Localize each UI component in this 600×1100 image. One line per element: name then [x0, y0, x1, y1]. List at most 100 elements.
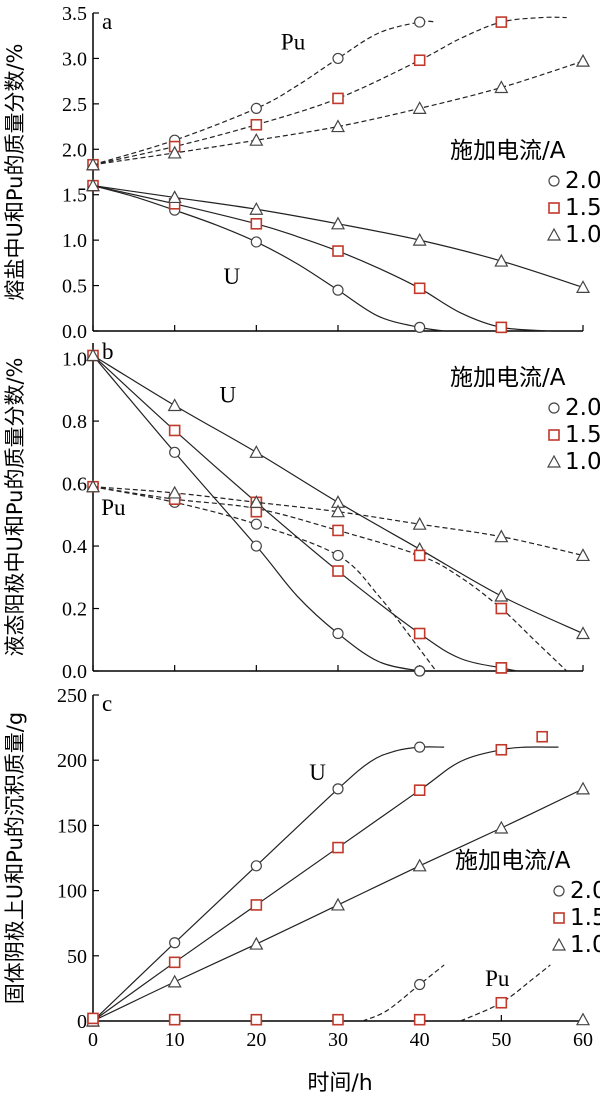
data-point: [250, 118, 263, 131]
data-point: [167, 974, 182, 988]
series-U-1.5: [87, 179, 551, 334]
data-point: [167, 145, 182, 159]
data-point: [169, 446, 181, 458]
data-point: [575, 53, 591, 67]
legend-marker: [548, 429, 560, 441]
data-point: [250, 102, 262, 115]
data-point: [412, 516, 427, 530]
legend-item: 1.5: [565, 422, 600, 448]
legend-marker: [546, 454, 562, 468]
y-tick-label: 2.0: [62, 139, 87, 161]
x-tick-label: 40: [410, 1029, 430, 1051]
data-point: [85, 157, 101, 171]
y-tick-label: 0: [77, 1011, 87, 1033]
data-point: [495, 321, 508, 334]
data-point: [575, 626, 591, 640]
series-Pu-1.5: [87, 964, 551, 1026]
data-point: [249, 495, 264, 508]
data-point: [167, 485, 182, 499]
series-Pu-2.0: [87, 16, 437, 171]
data-point: [250, 860, 262, 872]
y-tick-label: 0.4: [62, 536, 87, 558]
data-point: [575, 1012, 591, 1026]
y-tick-label: 1.0: [62, 349, 87, 371]
data-point: [332, 52, 344, 65]
y-tick-label: 0.6: [62, 474, 87, 496]
data-point: [249, 201, 264, 215]
data-point: [250, 1013, 263, 1026]
legend-title: 施加电流/A: [450, 138, 566, 164]
series-line: [92, 185, 551, 332]
data-point: [330, 504, 346, 518]
data-point: [168, 956, 181, 969]
data-point: [87, 1012, 99, 1025]
annotation: U: [309, 760, 326, 785]
x-tick-label: 20: [246, 1029, 266, 1051]
data-point: [250, 540, 262, 552]
series-line: [92, 355, 518, 672]
data-point: [330, 119, 346, 133]
data-point: [332, 245, 344, 257]
data-point: [167, 398, 182, 412]
legend-title: 施加电流/A: [450, 365, 566, 391]
data-point: [332, 549, 344, 562]
data-point: [249, 936, 264, 950]
data-point: [332, 524, 344, 537]
y-tick-label: 0.2: [62, 599, 87, 621]
data-point: [413, 54, 426, 67]
data-point: [332, 92, 344, 105]
legend-marker: [546, 227, 562, 241]
panel-a: 0.00.51.01.52.02.53.03.5 a熔盐中U和Pu的质量分数/%P…: [3, 3, 600, 343]
data-point: [169, 937, 181, 949]
y-axis-label: 熔盐中U和Pu的质量分数/%: [3, 43, 27, 300]
data-point: [85, 479, 101, 493]
legend: 施加电流/A 2.01.51.0: [450, 138, 600, 248]
data-point: [85, 178, 101, 192]
y-tick-label: 0.5: [62, 276, 87, 298]
data-point: [249, 132, 264, 146]
series-line: [92, 185, 584, 288]
legend-marker: [548, 202, 560, 214]
series-Pu-1.0: [85, 53, 591, 171]
annotation: Pu: [485, 966, 510, 991]
data-point: [414, 321, 426, 333]
series-line: [92, 185, 445, 332]
series-line: [92, 746, 559, 1022]
annotation: U: [224, 264, 241, 289]
data-point: [414, 741, 426, 753]
x-tick-label: 10: [165, 1029, 185, 1051]
data-point: [330, 216, 346, 230]
data-point: [332, 565, 344, 577]
panel-label: a: [102, 9, 112, 34]
legend-item: 1.0: [570, 932, 600, 958]
data-point: [250, 518, 262, 530]
data-point: [332, 841, 344, 854]
legend-item: 1.5: [570, 905, 600, 931]
data-point: [412, 101, 427, 115]
data-point: [414, 665, 426, 677]
y-tick-label: 0.0: [62, 661, 87, 683]
y-tick-label: 1.0: [62, 230, 87, 252]
x-tick-label: 50: [491, 1029, 511, 1051]
data-point: [330, 897, 346, 911]
data-point: [495, 662, 508, 674]
legend-item: 1.5: [565, 195, 600, 221]
legend-marker: [548, 175, 560, 187]
data-point: [575, 548, 591, 562]
series-U-1.0: [85, 178, 591, 293]
series-line: [92, 355, 420, 672]
data-point: [332, 783, 344, 795]
panel-label: b: [102, 339, 114, 364]
data-point: [412, 858, 427, 872]
x-axis-label: 时间/h: [307, 1071, 372, 1096]
data-point: [494, 588, 509, 602]
series-Pu-1.0: [575, 1012, 591, 1026]
panel-label: c: [102, 691, 112, 716]
data-point: [332, 1013, 344, 1026]
data-point: [167, 190, 182, 204]
annotation: Pu: [101, 495, 126, 520]
legend-marker: [551, 937, 567, 951]
data-point: [414, 16, 426, 28]
x-tick-label: 30: [328, 1029, 348, 1051]
